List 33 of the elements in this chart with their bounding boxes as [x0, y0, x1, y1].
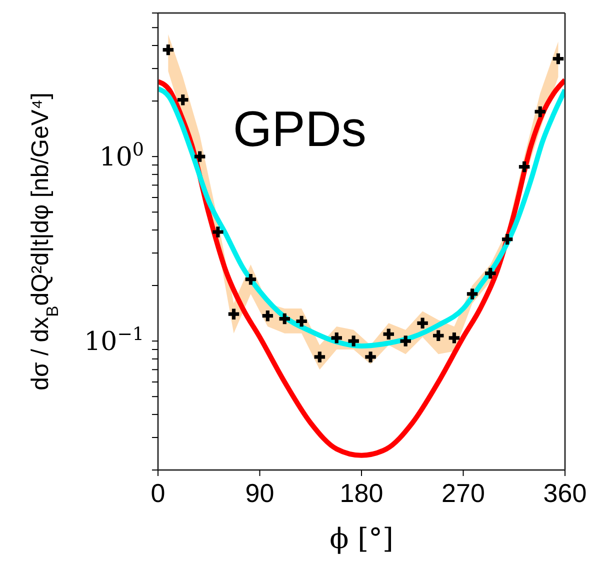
x-tick-label: 90	[245, 478, 274, 508]
point	[534, 106, 546, 118]
point	[194, 151, 206, 162]
point	[178, 94, 188, 106]
point	[279, 313, 290, 324]
point	[502, 234, 513, 245]
point	[296, 316, 307, 327]
x-axis-title: ϕ [°]	[330, 522, 394, 555]
x-tick-label: 0	[150, 478, 166, 508]
point	[400, 336, 411, 346]
point	[262, 310, 274, 322]
point	[448, 332, 460, 344]
text: GPDs	[233, 100, 366, 158]
point	[417, 318, 428, 329]
point	[365, 352, 376, 362]
point	[331, 332, 342, 344]
y-tick-label: 10$^{0}$	[99, 139, 144, 173]
point	[552, 53, 564, 64]
point	[162, 44, 174, 56]
point	[228, 308, 240, 320]
point	[314, 352, 326, 362]
point	[245, 274, 256, 285]
y-tick-label: 10$^{−1}$	[84, 324, 144, 358]
point	[212, 226, 224, 238]
point	[433, 330, 444, 341]
point	[518, 161, 530, 172]
point	[383, 328, 394, 340]
x-tick-label: 180	[340, 478, 384, 508]
x-tick-label: 270	[442, 478, 485, 508]
point	[466, 288, 478, 300]
point	[348, 336, 359, 346]
point	[485, 268, 496, 279]
x-tick-label: 360	[543, 478, 587, 508]
